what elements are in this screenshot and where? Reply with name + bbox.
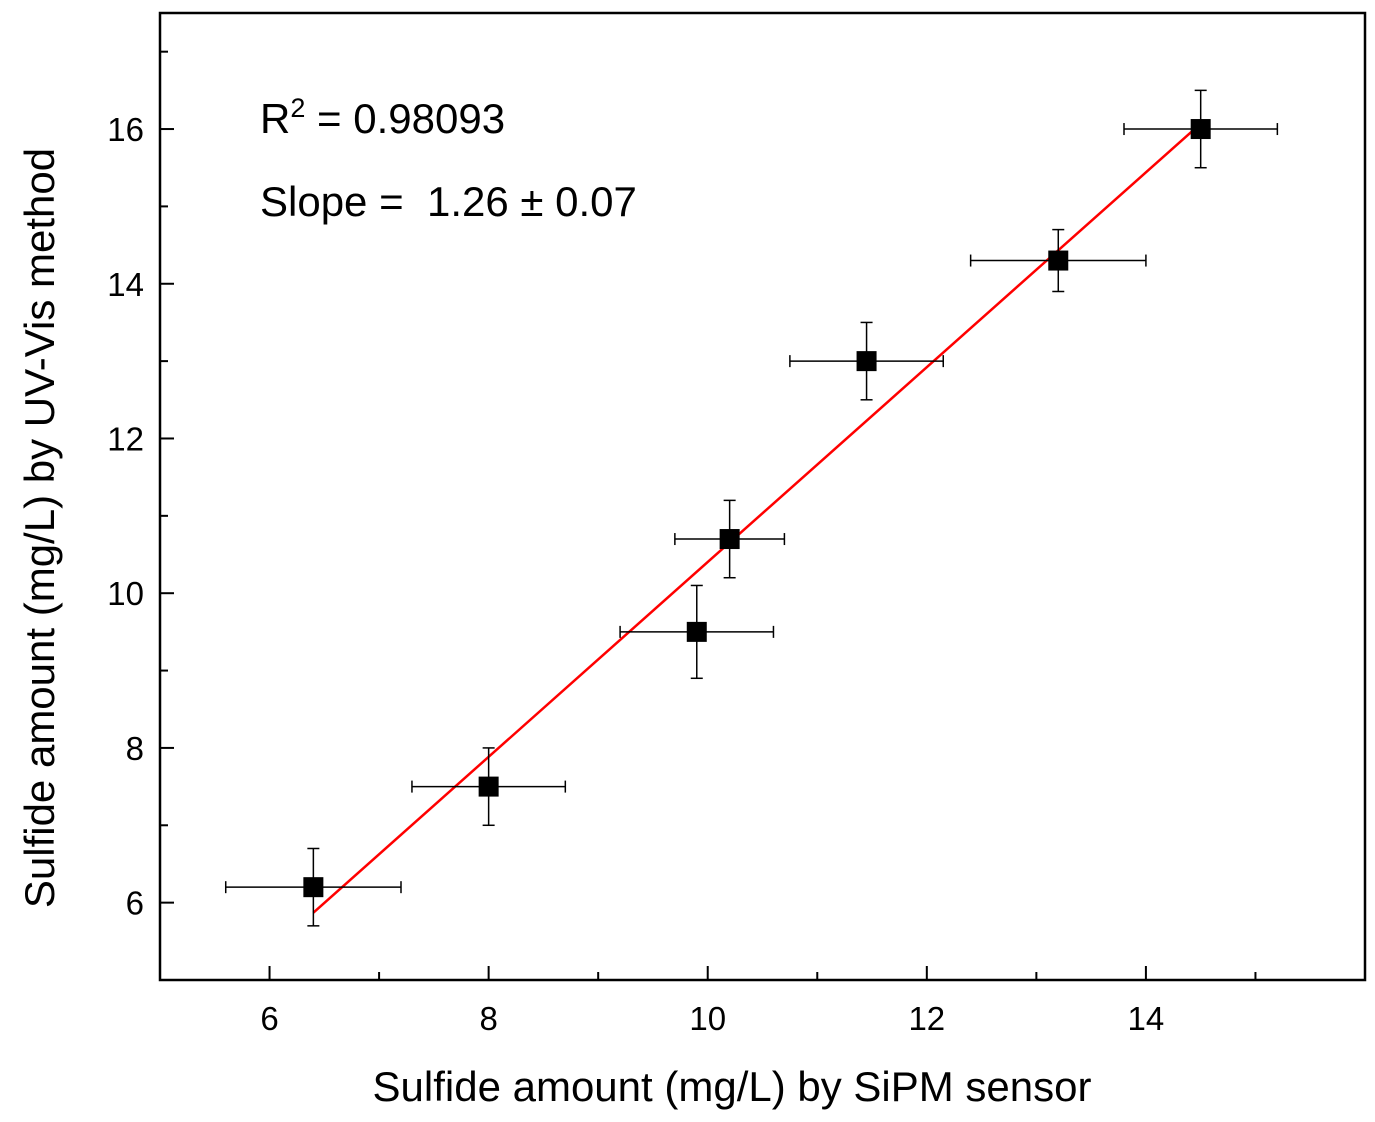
y-tick-label: 16 [107, 111, 144, 148]
r-squared-annotation: R2 = 0.98093 [260, 93, 505, 142]
data-point [478, 776, 499, 797]
x-axis-ticks: 6 8 10 12 14 [159, 966, 1257, 1037]
r2-superscript: 2 [290, 93, 305, 123]
plot-frame [158, 11, 1367, 982]
data-points [303, 119, 1211, 898]
x-tick-label: 8 [479, 1000, 497, 1037]
y-tick-label: 6 [126, 885, 144, 922]
y-tick-label: 10 [107, 575, 144, 612]
data-point [1048, 250, 1069, 271]
slope-annotation: Slope = 1.26 ± 0.07 [260, 178, 637, 225]
y-axis-label: Sulfide amount (mg/L) by UV-Vis method [16, 148, 63, 908]
r2-value: = 0.98093 [305, 95, 505, 142]
y-tick-label: 14 [107, 266, 144, 303]
x-axis-label: Sulfide amount (mg/L) by SiPM sensor [373, 1063, 1092, 1110]
y-tick-label: 12 [107, 420, 144, 457]
y-tick-label: 8 [126, 730, 144, 767]
data-point [686, 621, 707, 642]
fit-line-group [312, 122, 1202, 914]
data-point [303, 877, 324, 898]
y-axis-ticks: 6 8 10 12 14 16 [107, 50, 174, 981]
x-tick-label: 14 [1128, 1000, 1165, 1037]
data-point [856, 351, 877, 372]
x-tick-label: 6 [260, 1000, 278, 1037]
fit-line [312, 122, 1202, 914]
data-point [1190, 119, 1211, 140]
data-point [719, 529, 740, 550]
r2-prefix: R [260, 95, 290, 142]
x-tick-label: 10 [689, 1000, 726, 1037]
x-tick-label: 12 [908, 1000, 945, 1037]
